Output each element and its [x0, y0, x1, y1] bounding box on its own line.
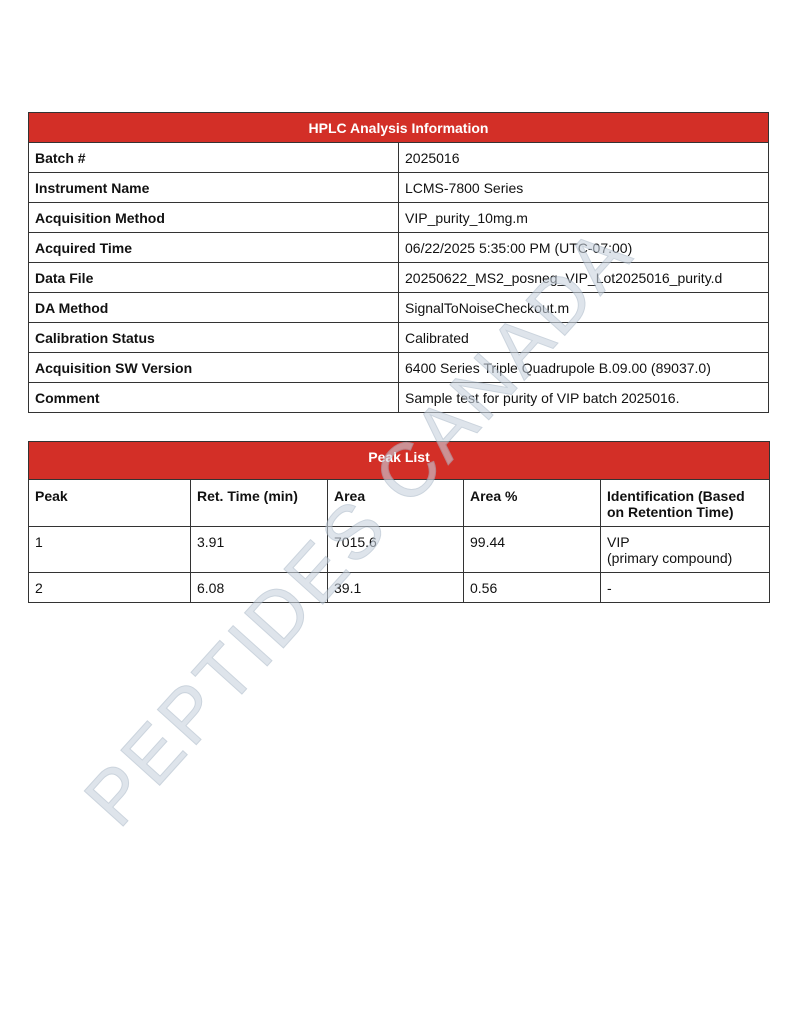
ret-time-cell: 6.08 — [190, 572, 328, 603]
info-key: Acquisition Method — [28, 202, 399, 233]
info-row: Instrument Name LCMS-7800 Series — [28, 172, 769, 203]
info-value: LCMS-7800 Series — [398, 172, 769, 203]
column-header: Peak — [28, 479, 191, 527]
identification-cell: - — [599, 572, 771, 603]
info-row: Comment Sample test for purity of VIP bat… — [28, 382, 769, 413]
info-value: 20250622_MS2_posneg_VIP_Lot2025016_purit… — [398, 262, 769, 293]
hplc-info-table: HPLC Analysis Information Batch #2025016… — [28, 112, 769, 413]
info-key: Instrument Name — [28, 172, 399, 203]
identification-note: (primary compound) — [607, 550, 733, 566]
identification: VIP — [607, 534, 630, 550]
column-header: Identification (Based on Retention Time) — [599, 479, 771, 527]
info-key: DA Method — [28, 292, 399, 323]
info-value: VIP_purity_10mg.m — [398, 202, 769, 233]
area-cell: 7015.6 — [327, 526, 464, 573]
info-key: Batch # — [28, 142, 399, 173]
info-key: Data File — [28, 262, 399, 293]
column-header: Area — [327, 479, 464, 527]
info-value: Calibrated — [398, 322, 769, 353]
table-row: 2 6.08 39.1 0.56 - — [28, 572, 771, 603]
info-row: Calibration Status Calibrated — [28, 322, 769, 353]
info-key: Calibration Status — [28, 322, 399, 353]
info-value: Sample test for purity of VIP batch 2025… — [398, 382, 769, 413]
ret-time-cell: 3.91 — [190, 526, 328, 573]
info-value: 6400 Series Triple Quadrupole B.09.00 (8… — [398, 352, 769, 383]
info-row: Acquired Time 06/22/2025 5:35:00 PM (UTC-… — [28, 232, 769, 263]
peak-list-title: Peak List — [27, 441, 771, 480]
info-value: 2025016 — [398, 142, 769, 173]
peak-header-row: Peak Ret. Time (min) Area Area % Identif… — [28, 479, 771, 527]
peak-cell: 1 — [28, 526, 191, 573]
area-cell: 39.1 — [327, 572, 464, 603]
info-row: Acquisition SW Version 6400 Series Triple… — [28, 352, 769, 383]
table-row: 1 3.91 7015.6 99.44 VIP (primary compound… — [28, 526, 771, 573]
column-header: Ret. Time (min) — [190, 479, 328, 527]
info-row: Batch #2025016 — [28, 142, 769, 173]
hplc-info-title: HPLC Analysis Information — [28, 112, 769, 143]
peak-list-table: Peak List Peak Ret. Time (min) Area Area… — [27, 441, 771, 603]
info-key: Acquisition SW Version — [28, 352, 399, 383]
info-row: DA Method SignalToNoiseCheckout.m — [28, 292, 769, 323]
info-key: Acquired Time — [28, 232, 399, 263]
info-value: SignalToNoiseCheckout.m — [398, 292, 769, 323]
area-pct-cell: 99.44 — [463, 526, 601, 573]
info-value: 06/22/2025 5:35:00 PM (UTC-07:00) — [398, 232, 769, 263]
info-key: Comment — [28, 382, 399, 413]
peak-cell: 2 — [28, 572, 191, 603]
identification-cell: VIP (primary compound) — [599, 526, 771, 573]
info-row: Acquisition Method VIP_purity_10mg.m — [28, 202, 769, 233]
column-header: Area % — [463, 479, 601, 527]
area-pct-cell: 0.56 — [463, 572, 601, 603]
info-row: Data File 20250622_MS2_posneg_VIP_Lot2025… — [28, 262, 769, 293]
